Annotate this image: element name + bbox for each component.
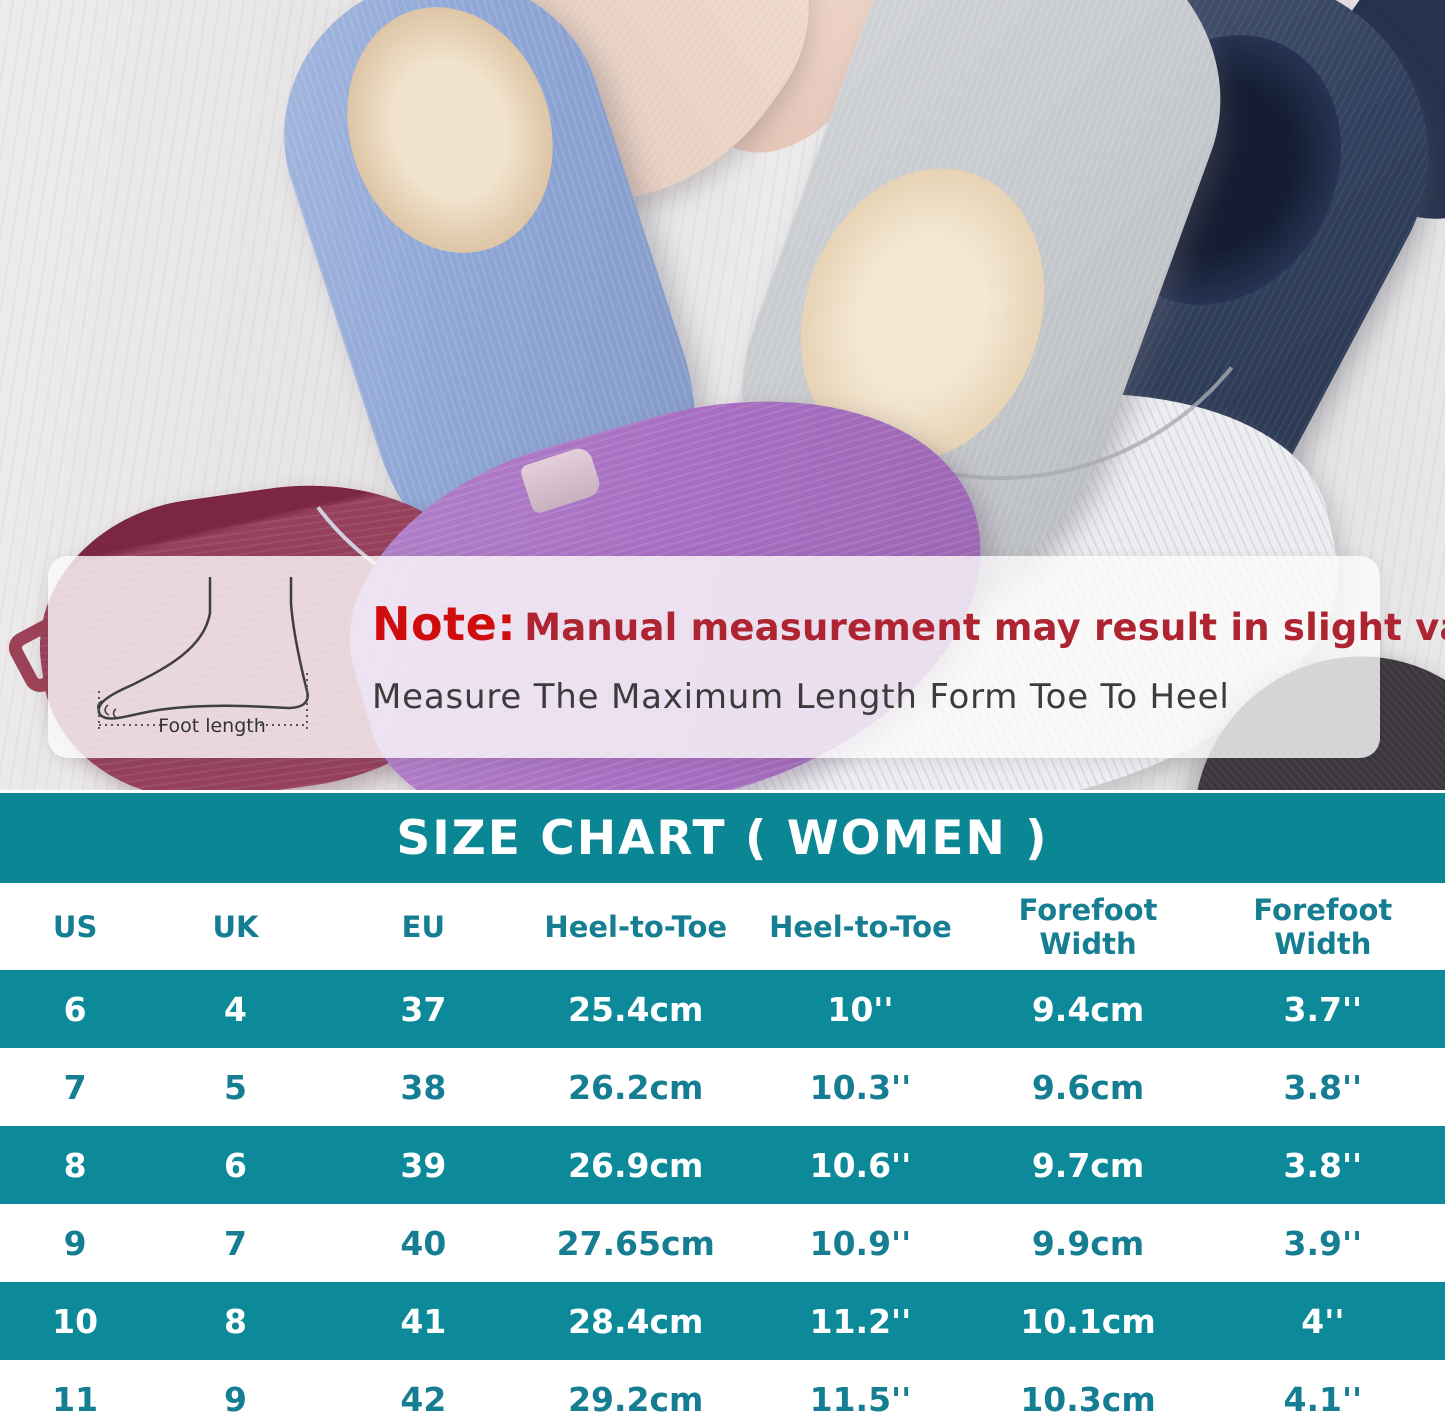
table-cell: 28.4cm <box>568 1301 704 1341</box>
table-cell: 25.4cm <box>568 989 704 1029</box>
table-cell: 37 <box>400 989 447 1029</box>
foot-length-diagram: Foot length <box>97 577 309 737</box>
column-header: EU <box>401 909 446 944</box>
table-row: 10 8 41 28.4cm 11.2'' 10.1cm 4'' <box>0 1282 1445 1360</box>
table-cell: 41 <box>400 1301 447 1341</box>
size-chart-header-row: US UK EU Heel-to-Toe Heel-to-Toe Forefoot Wid… <box>0 883 1445 970</box>
table-cell: 10.1cm <box>1020 1301 1156 1341</box>
table-cell: 29.2cm <box>568 1379 704 1419</box>
table-cell: 7 <box>224 1223 247 1263</box>
note-texts: Note: Manual measurement may result in s… <box>372 597 1445 717</box>
size-chart-body: 6 4 37 25.4cm 10'' 9.4cm 3.7'' 7 5 38 26.2cm 10.3''… <box>0 970 1445 1428</box>
table-cell: 11.2'' <box>809 1301 912 1341</box>
note-label: Note: <box>372 597 517 651</box>
column-header: Heel-to-Toe <box>769 909 952 944</box>
table-cell: 11 <box>52 1379 99 1419</box>
table-cell: 8 <box>224 1301 247 1341</box>
foot-length-caption: Foot length <box>158 715 266 737</box>
column-header: Forefoot Width <box>1018 892 1158 961</box>
table-cell: 10.6'' <box>809 1145 912 1185</box>
table-cell: 4.1'' <box>1283 1379 1363 1419</box>
table-cell: 9.9cm <box>1031 1223 1145 1263</box>
table-row: 6 4 37 25.4cm 10'' 9.4cm 3.7'' <box>0 970 1445 1048</box>
table-cell: 38 <box>400 1067 447 1107</box>
table-cell: 4 <box>224 989 247 1029</box>
table-cell: 9 <box>224 1379 247 1419</box>
table-cell: 3.9'' <box>1283 1223 1363 1263</box>
table-cell: 5 <box>224 1067 247 1107</box>
table-cell: 9.4cm <box>1031 989 1145 1029</box>
size-chart-title-band: SIZE CHART ( WOMEN ) <box>0 793 1445 883</box>
table-cell: 42 <box>400 1379 447 1419</box>
table-cell: 10 <box>52 1301 99 1341</box>
table-cell: 39 <box>400 1145 447 1185</box>
table-cell: 9.6cm <box>1031 1067 1145 1107</box>
note-subtext: Measure The Maximum Length Form Toe To H… <box>372 677 1230 717</box>
table-cell: 3.7'' <box>1283 989 1363 1029</box>
table-cell: 9.7cm <box>1031 1145 1145 1185</box>
note-text: Manual measurement may result in slight … <box>524 606 1445 649</box>
table-cell: 40 <box>400 1223 447 1263</box>
table-cell: 6 <box>63 989 87 1029</box>
table-cell: 10.3cm <box>1020 1379 1156 1419</box>
table-cell: 3.8'' <box>1283 1067 1363 1107</box>
table-row: 7 5 38 26.2cm 10.3'' 9.6cm 3.8'' <box>0 1048 1445 1126</box>
table-cell: 4'' <box>1301 1301 1345 1341</box>
table-cell: 26.9cm <box>568 1145 704 1185</box>
table-cell: 11.5'' <box>809 1379 912 1419</box>
note-banner: Foot length Note: Manual measurement may… <box>48 556 1445 758</box>
table-cell: 27.65cm <box>556 1223 715 1263</box>
table-cell: 9 <box>63 1223 87 1263</box>
table-cell: 8 <box>63 1145 87 1185</box>
column-header: US <box>52 909 98 944</box>
table-row: 9 7 40 27.65cm 10.9'' 9.9cm 3.9'' <box>0 1204 1445 1282</box>
table-row: 11 9 42 29.2cm 11.5'' 10.3cm 4.1'' <box>0 1360 1445 1428</box>
column-header: UK <box>212 909 259 944</box>
column-header: Heel-to-Toe <box>544 909 728 944</box>
table-cell: 10.9'' <box>809 1223 912 1263</box>
table-cell: 10.3'' <box>809 1067 912 1107</box>
table-cell: 10'' <box>827 989 894 1029</box>
table-cell: 3.8'' <box>1283 1145 1363 1185</box>
table-row: 8 6 39 26.9cm 10.6'' 9.7cm 3.8'' <box>0 1126 1445 1204</box>
column-header: Forefoot Width <box>1253 892 1393 961</box>
table-cell: 7 <box>63 1067 87 1107</box>
size-chart-title: SIZE CHART ( WOMEN ) <box>396 810 1049 866</box>
size-chart: SIZE CHART ( WOMEN ) US UK EU Heel-to-Toe He… <box>0 793 1445 1428</box>
table-cell: 26.2cm <box>568 1067 704 1107</box>
table-cell: 6 <box>224 1145 247 1185</box>
